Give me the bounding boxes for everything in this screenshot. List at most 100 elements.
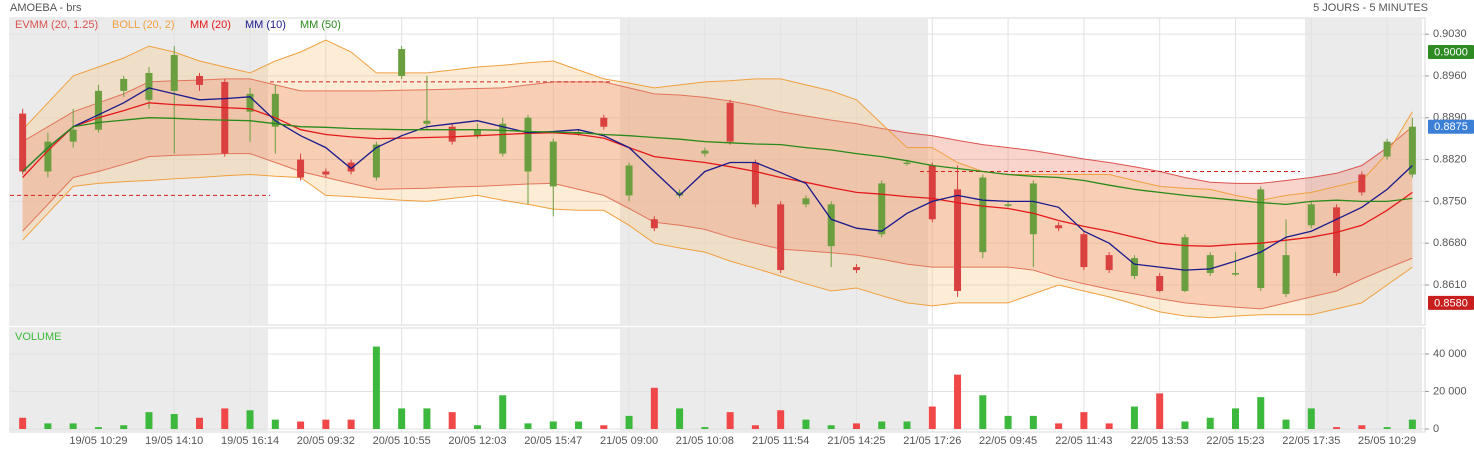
candle-body — [1333, 207, 1341, 274]
volume-bar — [524, 423, 532, 430]
session-shade — [620, 328, 928, 432]
candle-body — [1307, 204, 1315, 226]
candle-body — [1004, 204, 1012, 206]
candle-body — [777, 204, 785, 271]
volume-bar — [322, 419, 330, 430]
volume-bar — [802, 419, 810, 430]
volume-bar — [145, 412, 153, 430]
price-badge — [1428, 295, 1474, 310]
candle-body — [1080, 234, 1088, 268]
band-upper — [22, 39, 1413, 201]
candle-body — [1105, 255, 1113, 271]
price-badge-label: 0.8580 — [1434, 297, 1468, 309]
volume-bar — [347, 419, 355, 430]
candle-body — [676, 192, 684, 196]
x-tick-label: 19/05 10:29 — [69, 435, 127, 447]
chart-title: AMOEBA - brs — [10, 2, 82, 14]
candle-body — [1055, 225, 1063, 229]
band-lower — [22, 153, 1413, 310]
candle-body — [650, 219, 658, 229]
volume-bar — [1004, 415, 1012, 430]
x-tick-label: 21/05 10:08 — [676, 435, 734, 447]
volume-bar — [954, 374, 962, 430]
volume-bar — [1055, 423, 1063, 430]
indicator-line — [22, 102, 1413, 247]
indicator-line — [22, 117, 1413, 206]
legend-entry: BOLL (20, 2) — [112, 19, 175, 31]
volume-bar — [1105, 423, 1113, 430]
x-tick-label: 22/05 09:45 — [979, 435, 1037, 447]
legend-entry: MM (50) — [300, 19, 341, 31]
volume-bar — [423, 408, 431, 430]
volume-bar — [827, 425, 835, 430]
candle-body — [372, 144, 380, 178]
volume-bar — [372, 346, 380, 430]
candle-body — [575, 132, 583, 135]
volume-bar — [549, 421, 557, 430]
candle-body — [1257, 189, 1265, 288]
candle-body — [827, 204, 835, 247]
candle-body — [398, 49, 406, 76]
y-tick-label: 0.9030 — [1433, 28, 1467, 40]
x-tick-label: 20/05 15:47 — [524, 435, 582, 447]
volume-bar — [878, 421, 886, 430]
price-badge — [1428, 119, 1474, 134]
volume-bar — [1358, 425, 1366, 430]
volume-bar — [19, 417, 27, 430]
volume-bar — [575, 421, 583, 430]
legend-entry: EVMM (20, 1.25) — [15, 19, 98, 31]
volume-bar — [701, 427, 709, 430]
volume-bar — [1206, 417, 1214, 430]
candle-body — [726, 102, 734, 142]
candle-body — [499, 123, 507, 154]
x-tick-label: 20/05 10:55 — [373, 435, 431, 447]
y-tick-label: 20 000 — [1433, 385, 1467, 397]
chart-subtitle: 5 JOURS - 5 MINUTES — [1313, 2, 1428, 14]
candle-body — [44, 141, 52, 172]
indicator-line — [22, 87, 1413, 271]
candle-body — [297, 159, 305, 178]
candle-body — [928, 165, 936, 220]
volume-bar — [1130, 406, 1138, 430]
volume-bar — [852, 423, 860, 430]
volume-bar — [1333, 427, 1341, 430]
candle-body — [954, 189, 962, 291]
x-tick-label: 21/05 14:25 — [827, 435, 885, 447]
volume-bar — [94, 427, 102, 430]
price-badge — [1428, 45, 1474, 60]
band-upper — [22, 78, 1413, 184]
volume-bar — [1383, 427, 1391, 430]
candle-body — [1282, 255, 1290, 294]
volume-bar — [120, 425, 128, 430]
legend-entry: MM (20) — [190, 19, 231, 31]
x-tick-label: 21/05 17:26 — [903, 435, 961, 447]
y-tick-label: 40 000 — [1433, 348, 1467, 360]
volume-bar — [726, 412, 734, 430]
volume-bar — [499, 395, 507, 430]
candle-body — [246, 93, 254, 112]
panel-title: VOLUME — [15, 331, 61, 343]
y-tick-label: 0.8820 — [1433, 153, 1467, 165]
volume-bar — [170, 414, 178, 430]
candle-body — [271, 93, 279, 127]
candle-body — [170, 55, 178, 91]
session-shade — [1305, 328, 1422, 432]
candle-body — [145, 72, 153, 100]
price-badge-label: 0.9000 — [1434, 46, 1468, 58]
candle-body — [448, 126, 456, 142]
candle-body — [903, 162, 911, 165]
x-tick-label: 21/05 09:00 — [600, 435, 658, 447]
x-tick-label: 25/05 10:29 — [1358, 435, 1416, 447]
candle-body — [120, 78, 128, 91]
volume-bar — [650, 387, 658, 430]
volume-bar — [1257, 397, 1265, 430]
candle-body — [69, 129, 77, 142]
candle-body — [347, 162, 355, 172]
candle-body — [852, 267, 860, 271]
candle-body — [423, 120, 431, 124]
candle-body — [196, 75, 204, 85]
volume-bar — [1181, 421, 1189, 430]
volume-bar — [271, 419, 279, 430]
